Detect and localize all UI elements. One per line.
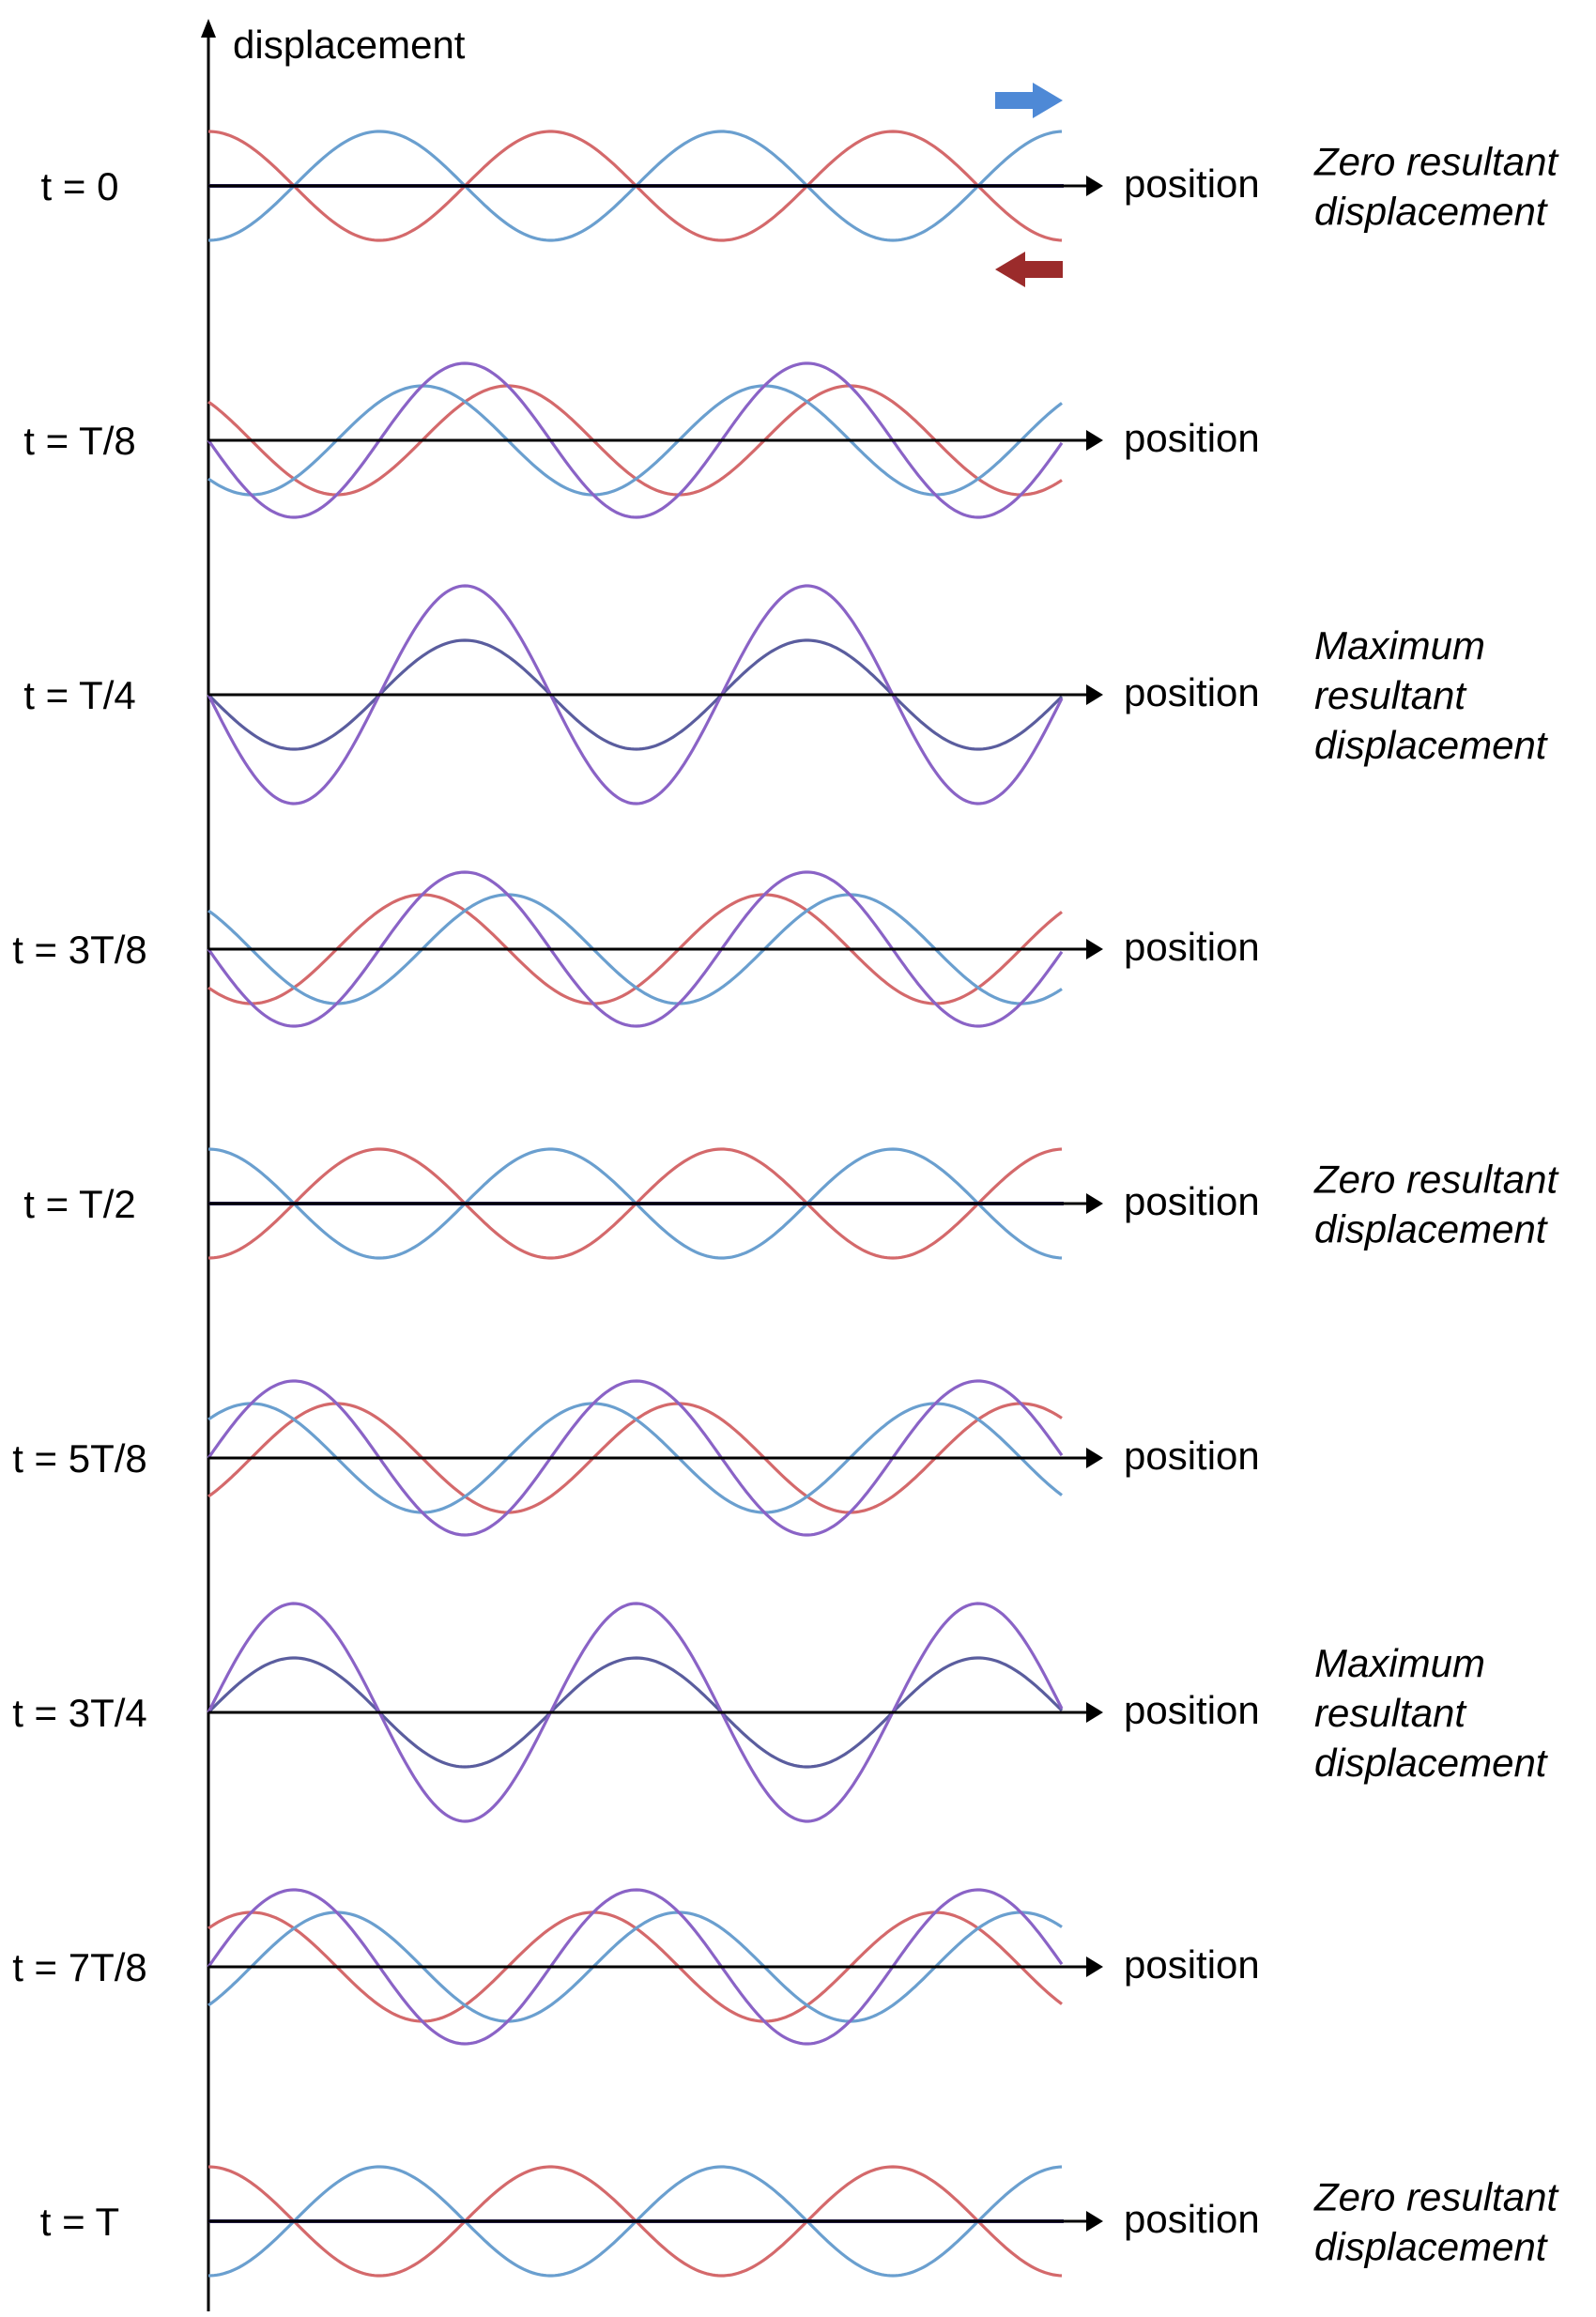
rightward-wave (207, 893, 1063, 1005)
frame-7: t = 7T/8 position (12, 1888, 1260, 2046)
position-axis-label: position (1124, 925, 1260, 969)
resultant-wave (207, 1888, 1064, 2046)
position-axis-arrowhead (1086, 939, 1103, 959)
frame-note-line: displacement (1314, 1207, 1549, 1251)
frame-6: t = 3T/4 position Maximum resultant displace… (12, 1602, 1549, 1823)
position-axis-arrowhead (1086, 1448, 1103, 1468)
frame-note-line: Maximum (1314, 1641, 1485, 1685)
position-axis-arrowhead (1086, 1702, 1103, 1723)
position-axis-label: position (1124, 1688, 1260, 1732)
time-label: t = T/4 (23, 673, 135, 717)
rightward-wave (207, 1402, 1063, 1514)
frame-note-line: Zero resultant (1313, 140, 1559, 184)
resultant-wave (207, 584, 1064, 806)
resultant-wave (207, 870, 1064, 1028)
overlapping-component-waves (207, 1656, 1064, 1769)
resultant-wave (207, 1602, 1064, 1823)
frame-note-line: displacement (1314, 1741, 1549, 1785)
frame-note-line: Zero resultant (1313, 2175, 1559, 2219)
time-label: t = 3T/4 (12, 1691, 147, 1735)
frame-note-line: displacement (1314, 2225, 1549, 2269)
position-axis-arrowhead (1086, 1193, 1103, 1214)
frame-note-line: Maximum (1314, 623, 1485, 667)
time-label: t = 5T/8 (12, 1436, 147, 1481)
time-label: t = T (40, 2200, 119, 2244)
frame-note-line: resultant (1314, 673, 1467, 717)
frame-5: t = 5T/8 position (12, 1379, 1260, 1537)
resultant-wave (207, 361, 1064, 519)
position-axis-arrowhead (1086, 430, 1103, 451)
position-axis-label: position (1124, 161, 1260, 206)
time-label: t = T/2 (23, 1182, 135, 1226)
frame-4: t = T/2 position Zero resultant displacemen… (23, 1147, 1559, 1260)
time-label: t = 0 (41, 164, 119, 208)
frame-note-line: displacement (1314, 723, 1549, 767)
frame-note-line: displacement (1314, 190, 1549, 234)
frame-note-line: Zero resultant (1313, 1158, 1559, 1202)
position-axis-arrowhead (1086, 1956, 1103, 1977)
position-axis-label: position (1124, 1179, 1260, 1223)
arrow-left-icon (995, 252, 1063, 287)
time-label: t = 7T/8 (12, 1945, 147, 1989)
position-axis-label: position (1124, 1942, 1260, 1987)
frame-8: t = T position Zero resultant displacement (40, 2165, 1559, 2278)
frame-note-line: resultant (1314, 1691, 1467, 1735)
position-axis-label: position (1124, 416, 1260, 460)
displacement-axis-arrowhead (201, 19, 216, 38)
time-label: t = 3T/8 (12, 928, 147, 972)
position-axis-arrowhead (1086, 2211, 1103, 2232)
arrow-right-icon (995, 83, 1063, 118)
position-axis-label: position (1124, 2197, 1260, 2241)
overlapping-component-waves (207, 638, 1064, 751)
frame-1: t = T/8 position (23, 361, 1260, 519)
position-axis-label: position (1124, 1434, 1260, 1478)
rightward-wave (207, 1910, 1063, 2023)
resultant-wave (207, 1379, 1064, 1537)
rightward-wave (207, 384, 1063, 497)
time-label: t = T/8 (23, 419, 135, 463)
position-axis-arrowhead (1086, 684, 1103, 705)
frame-2: t = T/4 position Maximum resultant displacem… (23, 584, 1549, 806)
position-axis-arrowhead (1086, 176, 1103, 196)
position-axis-label: position (1124, 670, 1260, 714)
frame-0: t = 0 position Zero resultant displacement (41, 130, 1559, 242)
frame-3: t = 3T/8 position (12, 870, 1260, 1028)
displacement-axis-label: displacement (233, 23, 466, 67)
